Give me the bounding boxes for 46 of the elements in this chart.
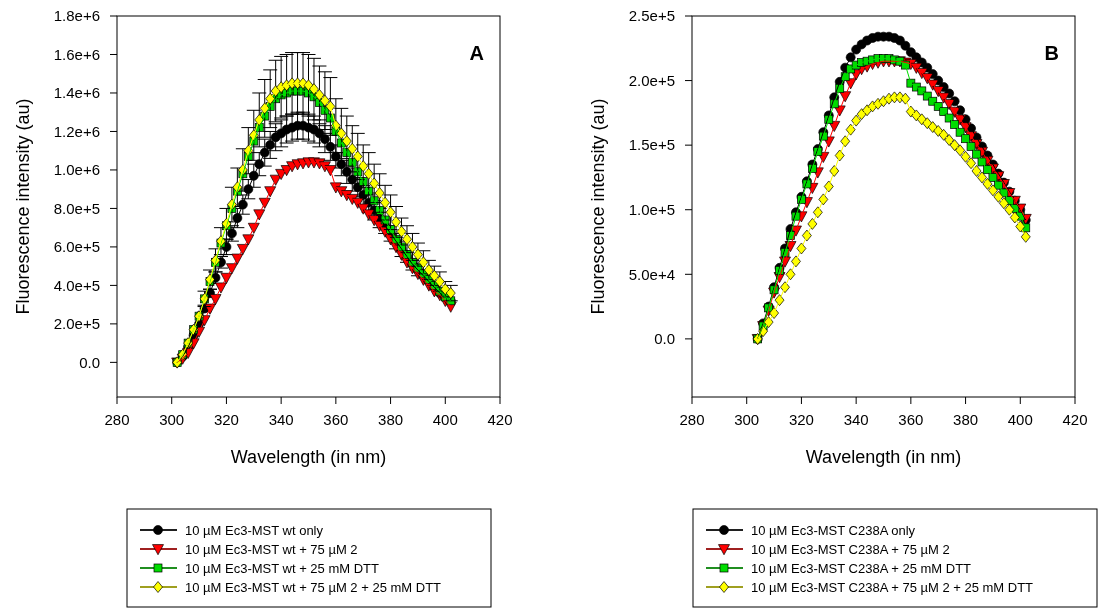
y-tick-label: 0.0	[79, 353, 100, 371]
y-tick-label: 2.5e+5	[628, 7, 675, 25]
y-tick-label: 1.0e+6	[53, 161, 100, 179]
legend-label: 10 µM Ec3-MST C238A + 75 µM 2	[751, 541, 950, 557]
y-tick-label: 5.0e+4	[628, 265, 675, 283]
x-tick-label: 380	[953, 411, 979, 428]
x-tick-label: 420	[1062, 411, 1088, 428]
y-tick-label: 1.5e+5	[628, 136, 675, 154]
x-tick-label: 380	[378, 411, 404, 428]
legend-label: 10 µM Ec3-MST C238A + 25 mM DTT	[751, 560, 972, 576]
x-axis-title: Wavelength (in nm)	[230, 447, 387, 467]
y-tick-label: 2.0e+5	[628, 71, 675, 89]
x-tick-label: 420	[487, 411, 513, 428]
x-tick-label: 340	[268, 411, 294, 428]
y-tick-label: 1.8e+6	[53, 7, 100, 25]
legend-label: 10 µM Ec3-MST wt + 75 µM 2 + 25 mM DTT	[185, 579, 442, 595]
y-tick-label: 8.0e+5	[53, 199, 100, 217]
y-tick-label: 2.0e+5	[53, 315, 100, 333]
x-tick-label: 300	[159, 411, 185, 428]
y-tick-label: 6.0e+5	[53, 238, 100, 256]
legend-label: 10 µM Ec3-MST wt + 75 µM 2	[185, 541, 358, 557]
legend-label: 10 µM Ec3-MST C238A only	[751, 522, 916, 538]
x-axis-title: Wavelength (in nm)	[805, 447, 962, 467]
x-tick-label: 320	[788, 411, 814, 428]
x-tick-label: 400	[432, 411, 458, 428]
text: B	[1044, 42, 1059, 64]
x-tick-label: 280	[104, 411, 130, 428]
x-tick-label: 300	[734, 411, 760, 428]
y-axis-title: Fluorescence intensity (au)	[588, 98, 608, 315]
legend-label: 10 µM Ec3-MST C238A + 75 µM 2 + 25 mM DTT	[751, 579, 1034, 595]
y-tick-label: 0.0	[654, 330, 675, 348]
x-tick-label: 360	[323, 411, 349, 428]
legend-label: 10 µM Ec3-MST wt only	[185, 522, 324, 538]
y-tick-label: 1.6e+6	[53, 45, 100, 63]
x-tick-label: 340	[843, 411, 869, 428]
x-tick-label: 280	[679, 411, 705, 428]
y-tick-label: 1.0e+5	[628, 200, 675, 218]
x-tick-label: 320	[213, 411, 239, 428]
y-tick-label: 1.4e+6	[53, 84, 100, 102]
legend-label: 10 µM Ec3-MST wt + 25 mM DTT	[185, 560, 380, 576]
text: A	[469, 42, 484, 64]
y-tick-label: 1.2e+6	[53, 122, 100, 140]
x-tick-label: 360	[898, 411, 924, 428]
x-tick-label: 400	[1007, 411, 1033, 428]
y-tick-label: 4.0e+5	[53, 276, 100, 294]
y-axis-title: Fluorescence intensity (au)	[13, 98, 33, 315]
